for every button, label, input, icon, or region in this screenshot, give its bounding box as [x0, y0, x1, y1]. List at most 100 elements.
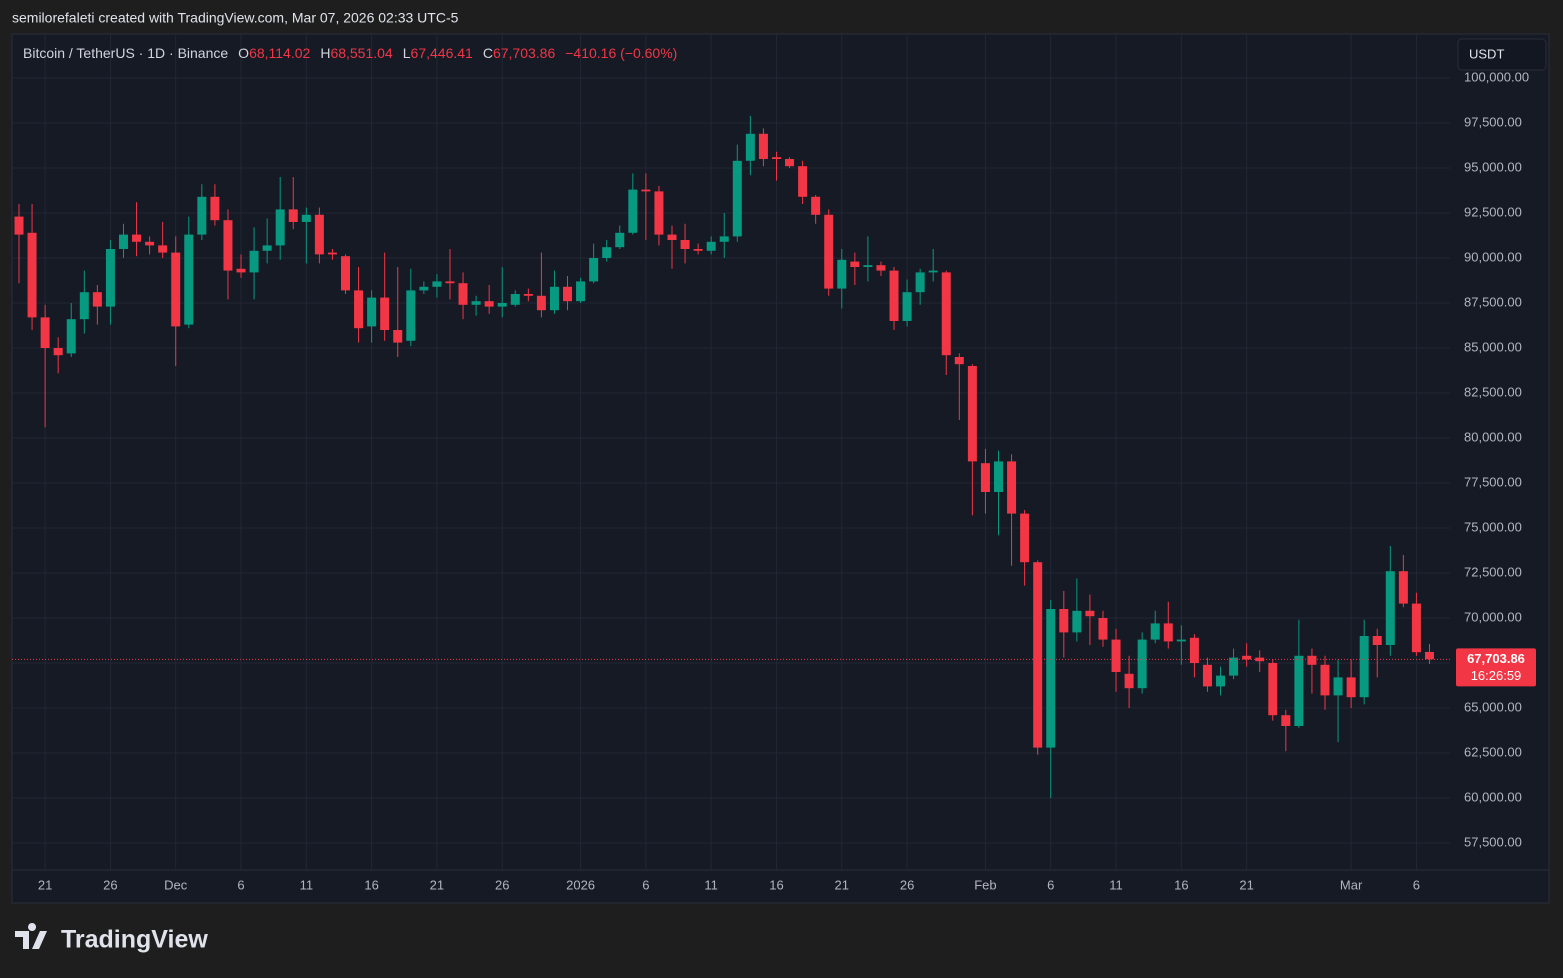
candle-body: [1163, 623, 1173, 642]
candle-body: [1424, 651, 1434, 660]
candle-body: [367, 297, 377, 327]
y-tick-label: 90,000.00: [1464, 249, 1522, 264]
candle-body: [1268, 662, 1278, 716]
chart-panel: [11, 33, 1550, 904]
candle-body: [458, 283, 468, 305]
candle-body: [210, 196, 220, 221]
ohlc-key: L: [403, 45, 411, 61]
candle-body: [236, 268, 246, 273]
candle-body: [523, 293, 533, 296]
candle-body: [197, 196, 207, 235]
candle-body: [1020, 513, 1030, 563]
candle-body: [145, 241, 155, 246]
candle-body: [732, 160, 742, 237]
candle-body: [1411, 603, 1421, 653]
candle-body: [1346, 677, 1356, 698]
candle-body: [785, 158, 795, 167]
candle-body: [471, 301, 481, 305]
candle-body: [497, 302, 507, 307]
candle-body: [118, 234, 128, 249]
candle-body: [1059, 608, 1069, 633]
candle-body: [92, 292, 102, 307]
candle-body: [1385, 571, 1395, 645]
symbol: Bitcoin / TetherUS · 1D · Binance: [23, 45, 228, 61]
candles: [14, 115, 1434, 798]
candle-body: [680, 239, 690, 249]
candle-body: [980, 463, 990, 492]
candle-body: [1281, 715, 1291, 726]
x-tick-label: 26: [495, 877, 509, 892]
candle-body: [171, 252, 181, 327]
candle-body: [79, 292, 89, 320]
candle-body: [1098, 617, 1108, 640]
candle-body: [66, 319, 76, 354]
candle-body: [53, 347, 63, 356]
legend: Bitcoin / TetherUS · 1D · Binance O68,114…: [23, 45, 677, 61]
y-tick-label: 72,500.00: [1464, 564, 1522, 579]
candle-body: [811, 196, 821, 215]
candle-body: [798, 166, 808, 197]
candle-body: [615, 232, 625, 248]
candle-body: [40, 317, 50, 348]
candle-body: [1033, 562, 1043, 748]
candle-body: [641, 189, 651, 192]
last-price-box: [1456, 648, 1536, 687]
candle-body: [249, 250, 259, 273]
y-tick-label: 60,000.00: [1464, 789, 1522, 804]
attribution: semilorefaleti created with TradingView.…: [12, 10, 459, 26]
x-tick-label: 26: [900, 877, 914, 892]
candle-body: [341, 256, 350, 291]
candle-body: [967, 365, 977, 462]
candle-body: [706, 241, 716, 251]
candle-body: [301, 214, 311, 222]
candle-body: [314, 214, 324, 255]
candle-body: [654, 191, 664, 235]
candle-body: [994, 461, 1003, 492]
candle-body: [484, 301, 494, 307]
candle-body: [758, 133, 768, 159]
candle-body: [628, 189, 638, 233]
candle-body: [105, 248, 115, 307]
y-tick-label: 97,500.00: [1464, 114, 1522, 129]
candle-body: [889, 270, 899, 321]
x-tick-label: Dec: [164, 877, 188, 892]
candle-body: [915, 272, 925, 293]
currency[interactable]: USDT: [1469, 46, 1504, 61]
candle-body: [510, 293, 520, 305]
candle-body: [406, 290, 416, 341]
y-tick-label: 65,000.00: [1464, 699, 1522, 714]
candle-body: [1150, 623, 1160, 640]
x-tick-label: 26: [103, 877, 117, 892]
candle-body: [745, 133, 755, 161]
candle-body: [1333, 677, 1343, 696]
countdown: 16:26:59: [1471, 668, 1522, 683]
candle-body: [132, 234, 142, 242]
x-tick-label: 6: [237, 877, 244, 892]
price-overlay: 67,703.86 16:26:59: [12, 648, 1536, 687]
x-tick-label: 21: [430, 877, 444, 892]
x-tick-label: 11: [300, 877, 314, 892]
candle-body: [184, 234, 194, 325]
candle-body: [719, 236, 729, 242]
candle-body: [419, 286, 429, 291]
candle-body: [1189, 637, 1199, 663]
change: −410.16 (−0.60%): [565, 45, 677, 61]
y-tick-label: 77,500.00: [1464, 474, 1522, 489]
candle-body: [445, 281, 455, 284]
last-price-label: 67,703.86: [1467, 651, 1525, 666]
y-tick-label: 62,500.00: [1464, 744, 1522, 759]
y-tick-label: 75,000.00: [1464, 519, 1522, 534]
candle-body: [850, 261, 860, 267]
candle-body: [1398, 571, 1408, 604]
y-tick-label: 100,000.00: [1464, 69, 1529, 84]
candle-body: [1216, 675, 1226, 687]
candle-body: [837, 259, 847, 289]
ohlc-value: 68,114.02: [249, 45, 310, 61]
y-tick-label: 70,000.00: [1464, 609, 1522, 624]
y-tick-label: 85,000.00: [1464, 339, 1522, 354]
candle-body: [1085, 610, 1095, 617]
candle-body: [824, 214, 834, 289]
currency-button[interactable]: [1457, 38, 1547, 71]
candle-body: [1007, 461, 1017, 514]
